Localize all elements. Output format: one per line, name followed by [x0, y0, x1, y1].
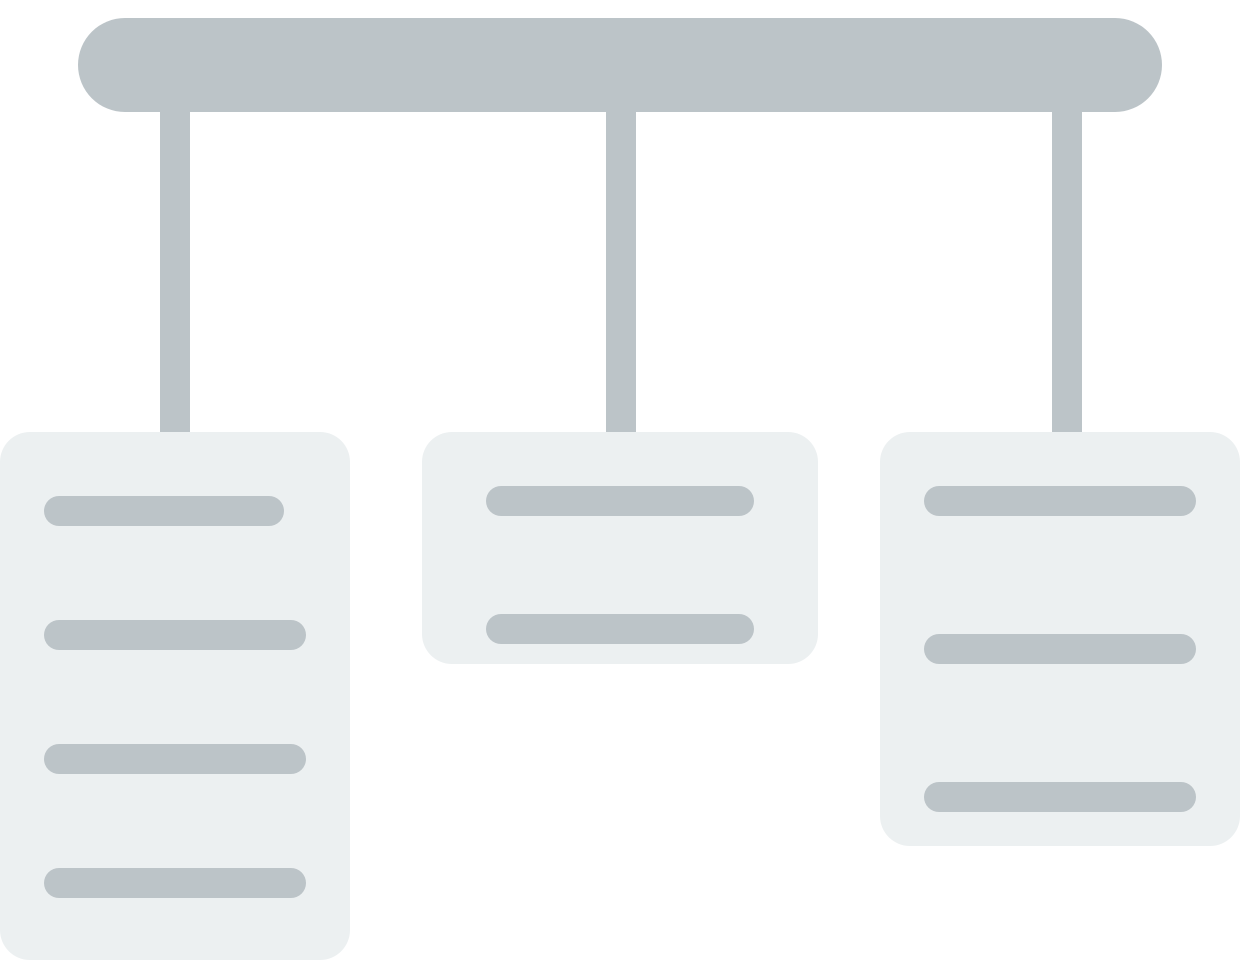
connector-line [1052, 112, 1082, 432]
kanban-card [422, 432, 818, 664]
card-text-line [44, 744, 306, 774]
card-text-line [486, 486, 754, 516]
connector-line [160, 112, 190, 432]
kanban-diagram-icon [0, 0, 1240, 980]
card-text-line [44, 620, 306, 650]
card-text-line [486, 614, 754, 644]
connector-line [606, 112, 636, 432]
kanban-card [880, 432, 1240, 846]
kanban-card [0, 432, 350, 960]
card-text-line [924, 486, 1196, 516]
card-text-line [924, 782, 1196, 812]
top-bar [78, 18, 1162, 112]
card-text-line [924, 634, 1196, 664]
card-text-line [44, 868, 306, 898]
card-text-line [44, 496, 284, 526]
